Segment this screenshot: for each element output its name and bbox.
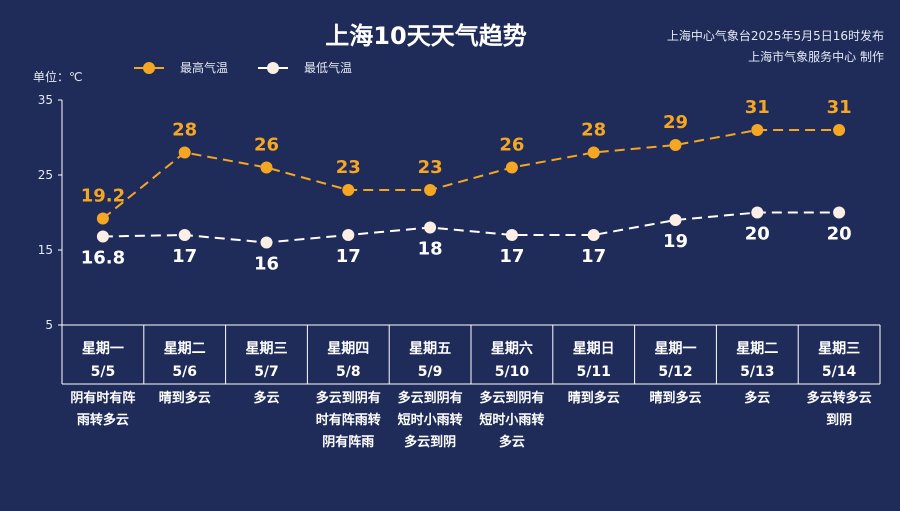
weather-description: 短时小雨转	[398, 412, 463, 428]
weekday-label: 星期二	[736, 341, 778, 357]
weekday-label: 星期五	[409, 341, 451, 357]
legend-item-high[interactable]: 最高气温	[134, 60, 228, 75]
weather-description: 多云转多云	[807, 390, 872, 406]
data-label-low: 17	[499, 246, 524, 267]
date-label: 5/7	[254, 364, 279, 380]
data-point-low[interactable]	[96, 230, 109, 243]
legend-low-label: 最低气温	[304, 60, 352, 75]
weekday-label: 星期六	[491, 340, 533, 357]
weather-description: 短时小雨转	[479, 412, 544, 428]
date-label: 5/13	[740, 364, 774, 380]
date-label: 5/10	[495, 364, 530, 380]
data-label-low: 20	[745, 224, 770, 245]
legend-item-low[interactable]: 最低气温	[258, 60, 352, 75]
data-label-low: 16	[254, 254, 279, 275]
weather-description: 多云	[499, 434, 525, 450]
data-point-high[interactable]	[751, 124, 764, 136]
data-label-low: 17	[581, 246, 606, 267]
legend-high-label: 最高气温	[180, 60, 228, 75]
data-point-low[interactable]	[178, 229, 191, 241]
weekday-label: 星期三	[246, 341, 288, 357]
data-point-high[interactable]	[833, 124, 846, 136]
date-label: 5/11	[577, 364, 611, 380]
date-label: 5/5	[91, 364, 116, 380]
data-label-high: 29	[663, 112, 688, 133]
weather-description: 多云到阴有	[316, 390, 381, 406]
date-label: 5/14	[822, 364, 857, 380]
weather-description: 多云	[253, 390, 279, 406]
weekday-label: 星期日	[573, 341, 615, 357]
y-tick-label: 5	[45, 318, 53, 332]
weekday-label: 星期四	[327, 341, 369, 357]
date-label: 5/9	[418, 364, 443, 380]
data-point-high[interactable]	[260, 161, 273, 174]
y-tick-label: 35	[38, 93, 53, 107]
data-point-low[interactable]	[505, 229, 518, 241]
legend-low-marker	[267, 62, 279, 74]
data-label-high: 28	[172, 120, 197, 141]
data-label-high: 31	[745, 97, 770, 118]
legend-high-marker	[143, 62, 155, 74]
data-label-high: 26	[254, 135, 279, 156]
y-tick-label: 15	[38, 243, 53, 257]
data-label-low: 19	[663, 231, 688, 252]
data-label-low: 17	[172, 246, 197, 267]
weather-description: 多云到阴	[404, 434, 456, 450]
data-point-high[interactable]	[587, 146, 600, 159]
source-line-1: 上海中心气象台2025年5月5日16时发布	[667, 28, 884, 43]
date-label: 5/12	[658, 364, 692, 380]
weather-description: 晴到多云	[159, 390, 211, 406]
weather-description: 到阴	[826, 413, 852, 428]
data-label-low: 16.8	[81, 248, 125, 269]
date-label: 5/6	[172, 364, 197, 380]
weekday-label: 星期一	[655, 341, 697, 357]
weather-description: 阴有阵雨	[322, 434, 374, 450]
data-point-low[interactable]	[587, 229, 600, 241]
weather-description: 多云到阴有	[398, 390, 463, 406]
data-label-high: 23	[336, 157, 361, 178]
date-label: 5/8	[336, 364, 361, 380]
data-point-low[interactable]	[342, 229, 355, 241]
data-point-low[interactable]	[669, 214, 682, 226]
weather-description: 多云到阴有	[479, 390, 544, 406]
y-tick-label: 25	[38, 168, 53, 182]
data-point-high[interactable]	[178, 146, 191, 159]
data-point-high[interactable]	[505, 161, 518, 174]
weekday-label: 星期三	[818, 341, 860, 357]
weather-description: 晴到多云	[568, 390, 620, 406]
data-point-high[interactable]	[96, 212, 109, 225]
data-point-low[interactable]	[260, 236, 273, 249]
data-point-high[interactable]	[424, 184, 437, 196]
data-label-low: 17	[336, 246, 361, 267]
unit-label: 单位：℃	[33, 69, 82, 84]
data-point-low[interactable]	[833, 206, 846, 219]
weekday-label: 星期二	[164, 341, 206, 357]
series-line-high	[102, 129, 840, 220]
data-label-low: 18	[418, 239, 443, 260]
weather-description: 阴有时有阵	[70, 390, 135, 406]
source-line-2: 上海市气象服务中心 制作	[748, 49, 884, 64]
series-line-low	[102, 211, 840, 244]
weather-description: 多云	[744, 390, 770, 406]
weather-description: 晴到多云	[649, 390, 701, 406]
data-label-high: 31	[827, 97, 852, 118]
data-label-high: 28	[581, 120, 606, 141]
chart-title: 上海10天天气趋势	[325, 22, 526, 50]
data-point-high[interactable]	[342, 184, 355, 196]
weekday-label: 星期一	[82, 341, 124, 357]
data-point-low[interactable]	[424, 221, 437, 234]
data-point-high[interactable]	[669, 139, 682, 151]
weather-description: 雨转多云	[77, 412, 129, 428]
weather-description: 时有阵雨转	[316, 412, 381, 428]
plot-area: 5 15 25 35 19.2 28 26 23 23 26 28 29 31 31 16.8 17 16 17 1…	[38, 93, 852, 332]
data-label-low: 20	[827, 224, 852, 245]
data-label-high: 23	[418, 157, 443, 178]
legend: 最高气温 最低气温	[134, 60, 352, 75]
data-label-high: 19.2	[81, 186, 125, 207]
data-point-low[interactable]	[751, 206, 764, 219]
data-label-high: 26	[499, 135, 524, 156]
